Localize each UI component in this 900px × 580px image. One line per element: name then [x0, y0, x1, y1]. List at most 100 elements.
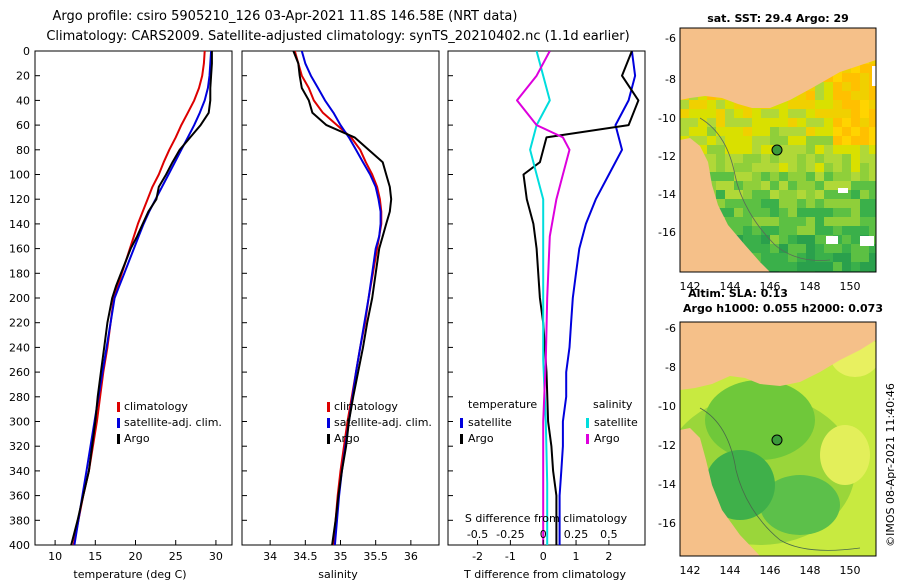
sst-cell [842, 127, 851, 136]
sst-cell [743, 181, 752, 190]
sst-cell [689, 118, 698, 127]
legend-argo-label: Argo [334, 432, 360, 445]
sst-cell [743, 172, 752, 181]
depth-tick-label: 300 [9, 416, 30, 429]
sst-ytick: -16 [658, 226, 676, 239]
depth-tick-label: 100 [9, 169, 30, 182]
sst-cell [770, 163, 779, 172]
sla-ytick: -8 [665, 361, 676, 374]
sst-cell [806, 172, 815, 181]
sla-ytick: -14 [658, 478, 676, 491]
sst-cell [752, 109, 761, 118]
sla-ytick: -12 [658, 439, 676, 452]
sst-cell [743, 163, 752, 172]
x-tick-label: 10 [48, 550, 62, 563]
sst-cell [806, 127, 815, 136]
sst-cell [860, 145, 869, 154]
sst-cell [725, 127, 734, 136]
sst-cell [779, 163, 788, 172]
sst-cell [806, 91, 815, 100]
sst-cell [779, 253, 788, 262]
sst-cell [707, 163, 716, 172]
sst-cell [869, 226, 876, 235]
sst-cell [842, 73, 851, 82]
legend-climatology-swatch [327, 402, 330, 412]
sst-cell [797, 244, 806, 253]
sst-cell [824, 262, 833, 271]
sst-cell [842, 91, 851, 100]
sst-cell [824, 154, 833, 163]
legend-t-satellite-label: satellite [468, 416, 512, 429]
sst-cell [752, 172, 761, 181]
figure-title-line1: Argo profile: csiro 5905210_126 03-Apr-2… [53, 9, 518, 24]
sst-cell [824, 145, 833, 154]
sst-cell [869, 91, 876, 100]
x-tick-label: 20 [129, 550, 143, 563]
series-line-salinity-satellite [529, 51, 551, 545]
sst-cell [743, 118, 752, 127]
sst-cell [851, 163, 860, 172]
sst-cell [743, 109, 752, 118]
figure-title-line2: Climatology: CARS2009. Satellite-adjuste… [46, 29, 629, 44]
series-line-salinity-argo [516, 51, 571, 545]
sst-cell [815, 235, 824, 244]
sst-cell [743, 136, 752, 145]
sst-cell [824, 136, 833, 145]
depth-tick-label: 80 [16, 144, 30, 157]
sst-cell [716, 172, 725, 181]
sst-cell [797, 190, 806, 199]
sst-cell [734, 199, 743, 208]
legend-satellite-swatch [327, 418, 330, 428]
sst-cell [761, 190, 770, 199]
imos-watermark: ©IMOS 08-Apr-2021 11:40:46 [884, 383, 897, 547]
sst-cell [806, 235, 815, 244]
sst-cell [716, 145, 725, 154]
sst-cell [833, 118, 842, 127]
x-tick-label: 2 [605, 550, 612, 563]
sst-missing-data [872, 66, 876, 86]
sst-cell [824, 226, 833, 235]
sst-cell [779, 226, 788, 235]
legend-argo-swatch [117, 434, 120, 444]
sst-cell [851, 118, 860, 127]
sst-cell [779, 181, 788, 190]
sst-cell [869, 109, 876, 118]
sst-cell [779, 262, 788, 271]
series-line-argo [70, 51, 213, 545]
series-line-satellite-adj-clim- [73, 51, 213, 545]
sst-cell [851, 217, 860, 226]
sla-xtick: 144 [720, 564, 741, 577]
sst-cell [788, 118, 797, 127]
sst-cell [806, 163, 815, 172]
sst-cell [842, 163, 851, 172]
sst-cell [716, 100, 725, 109]
series-line-temperature-argo [522, 51, 640, 545]
sst-cell [797, 199, 806, 208]
sst-cell [779, 118, 788, 127]
sst-cell [779, 136, 788, 145]
x-tick-label: 35.5 [363, 550, 388, 563]
sst-cell [716, 136, 725, 145]
x-tick-label: 36 [404, 550, 418, 563]
cape-york-land [680, 428, 760, 556]
sst-cell [779, 100, 788, 109]
sst-cell [743, 127, 752, 136]
sst-cell [779, 235, 788, 244]
sst-cell [806, 100, 815, 109]
sst-cell [851, 226, 860, 235]
sst-cell [869, 145, 876, 154]
x-tick-label: 0 [540, 550, 547, 563]
x-tick-label: 34.5 [293, 550, 318, 563]
sst-cell [689, 109, 698, 118]
sst-cell [833, 253, 842, 262]
sst-cell [743, 190, 752, 199]
sst-cell [770, 235, 779, 244]
sst-cell [788, 199, 797, 208]
sst-cell [698, 145, 707, 154]
sst-cell [734, 109, 743, 118]
series-line-temperature-satellite [558, 51, 637, 545]
sst-cell [851, 208, 860, 217]
sst-cell [743, 226, 752, 235]
sst-cell [860, 199, 869, 208]
sst-cell [815, 163, 824, 172]
